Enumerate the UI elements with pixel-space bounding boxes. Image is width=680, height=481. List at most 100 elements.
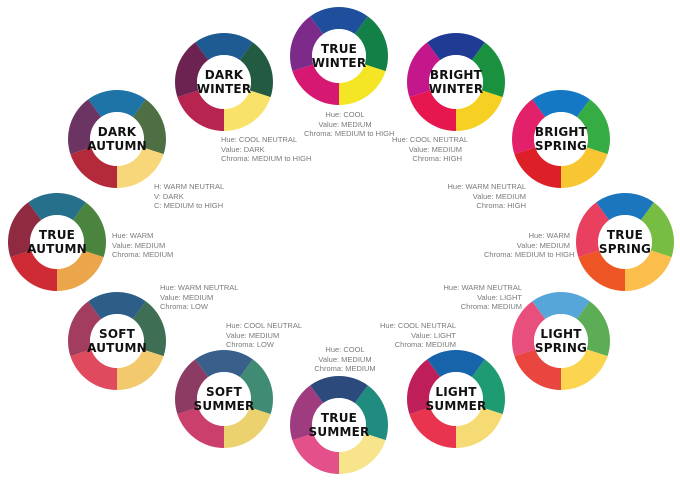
wheel-segment	[456, 407, 503, 448]
wheel-segment	[625, 250, 672, 291]
season-name-line1: DARK	[97, 125, 137, 139]
wheel-center	[30, 215, 84, 269]
season-name-soft-summer: SOFT SUMMER	[175, 350, 273, 448]
wheel-segment	[290, 16, 324, 72]
season-name-dark-autumn: DARK AUTUMN	[68, 90, 166, 188]
wheel-soft-summer: SOFT SUMMER	[175, 350, 273, 448]
desc-true-summer: Hue: COOL Value: MEDIUM Chroma: MEDIUM	[300, 345, 390, 374]
wheel-center	[534, 112, 588, 166]
wheel-center	[197, 55, 251, 109]
wheel-segment	[239, 359, 273, 415]
wheel-segment	[339, 433, 386, 474]
wheel-segment	[471, 359, 505, 415]
desc-value: Value: MEDIUM	[408, 144, 462, 154]
wheel-ring-bright-winter	[407, 33, 505, 131]
season-name-line2: AUTUMN	[87, 341, 147, 355]
season-name-bright-winter: BRIGHT WINTER	[407, 33, 505, 131]
season-name-dark-winter: DARK WINTER	[175, 33, 273, 131]
desc-value: Value: MEDIUM	[112, 240, 166, 250]
wheel-ring-light-spring	[512, 292, 610, 390]
desc-chroma: Chroma: MEDIUM	[112, 250, 174, 259]
wheel-segment	[72, 202, 106, 258]
wheel-center	[429, 372, 483, 426]
desc-chroma: Chroma: MEDIUM to HIGH	[221, 154, 312, 163]
wheel-segment	[177, 90, 224, 131]
wheel-segment	[224, 407, 271, 448]
season-name-true-summer: TRUE SUMMER	[290, 376, 388, 474]
wheel-center	[90, 112, 144, 166]
season-name-line2: SUMMER	[193, 399, 255, 413]
season-name-line1: BRIGHT	[534, 125, 588, 139]
wheel-segment	[514, 147, 561, 188]
wheel-light-spring: LIGHT SPRING	[512, 292, 610, 390]
wheel-true-winter: TRUE WINTER	[290, 7, 388, 105]
desc-value: Value: MEDIUM	[472, 191, 526, 201]
season-name-line2: SPRING	[534, 341, 588, 355]
desc-hue: Hue: WARM	[112, 231, 154, 240]
wheel-segment	[117, 349, 164, 390]
season-name-line1: BRIGHT	[429, 68, 483, 82]
season-name-line1: DARK	[204, 68, 244, 82]
wheel-segment	[70, 349, 117, 390]
desc-hue: Hue: COOL NEUTRAL	[380, 321, 456, 330]
season-name-soft-autumn: SOFT AUTUMN	[68, 292, 166, 390]
wheel-segment	[310, 7, 368, 35]
wheel-ring-dark-autumn	[68, 90, 166, 188]
wheel-segment	[132, 99, 166, 155]
season-name-line1: TRUE	[38, 228, 76, 242]
wheel-segment	[578, 250, 625, 291]
season-name-line2: SUMMER	[425, 399, 487, 413]
wheel-segment	[339, 64, 386, 105]
wheel-segment	[354, 385, 388, 441]
desc-hue: Hue: WARM NEUTRAL	[447, 182, 526, 191]
desc-dark-winter: Hue: COOL NEUTRAL Value: DARK Chroma: ME…	[221, 135, 311, 164]
wheel-soft-autumn: SOFT AUTUMN	[68, 292, 166, 390]
wheel-center	[534, 314, 588, 368]
season-name-line1: LIGHT	[540, 327, 582, 341]
wheel-segment	[175, 42, 209, 98]
wheel-segment	[409, 407, 456, 448]
wheel-segment	[117, 147, 164, 188]
wheel-segment	[195, 350, 253, 378]
desc-true-spring: Hue: WARM Value: MEDIUM Chroma: MEDIUM t…	[484, 231, 574, 260]
wheel-segment	[532, 292, 590, 320]
season-name-line2: SPRING	[598, 242, 652, 256]
desc-dark-autumn: H: WARM NEUTRAL V: DARK C: MEDIUM to HIG…	[154, 182, 224, 211]
season-name-line2: SPRING	[534, 139, 588, 153]
desc-chroma: Chroma: HIGH	[412, 154, 462, 163]
desc-value: Value: LIGHT	[411, 330, 456, 340]
season-name-line2: WINTER	[196, 82, 252, 96]
wheel-segment	[576, 202, 610, 258]
desc-value: Value: MEDIUM	[226, 330, 280, 340]
season-name-line2: WINTER	[428, 82, 484, 96]
desc-value: Value: MEDIUM	[516, 240, 570, 250]
wheel-ring-true-summer	[290, 376, 388, 474]
wheel-ring-true-spring	[576, 193, 674, 291]
season-name-line1: LIGHT	[435, 385, 477, 399]
wheel-center	[312, 398, 366, 452]
wheel-dark-autumn: DARK AUTUMN	[68, 90, 166, 188]
wheel-segment	[7, 202, 42, 258]
desc-value: Value: MEDIUM	[160, 292, 214, 302]
season-name-light-summer: LIGHT SUMMER	[407, 350, 505, 448]
wheel-center	[429, 55, 483, 109]
season-name-line1: TRUE	[606, 228, 644, 242]
wheel-ring-light-summer	[407, 350, 505, 448]
wheel-segment	[70, 147, 117, 188]
desc-hue: H: WARM NEUTRAL	[154, 182, 225, 191]
wheel-segment	[471, 42, 505, 98]
wheel-ring-dark-winter	[175, 33, 273, 131]
wheel-segment	[354, 16, 388, 72]
wheel-segment	[10, 250, 57, 291]
desc-value: V: DARK	[154, 191, 184, 201]
season-name-line2: SUMMER	[308, 425, 370, 439]
wheel-ring-bright-spring	[512, 90, 610, 188]
season-name-line2: AUTUMN	[27, 242, 87, 256]
wheel-segment	[514, 349, 561, 390]
desc-soft-summer: Hue: COOL NEUTRAL Value: MEDIUM Chroma: …	[226, 321, 302, 350]
desc-light-spring: Hue: WARM NEUTRAL Value: LIGHT Chroma: M…	[440, 283, 522, 312]
wheel-segment	[407, 359, 441, 415]
desc-chroma: Chroma: LOW	[160, 302, 208, 311]
desc-chroma: Chroma: MEDIUM	[460, 302, 522, 311]
